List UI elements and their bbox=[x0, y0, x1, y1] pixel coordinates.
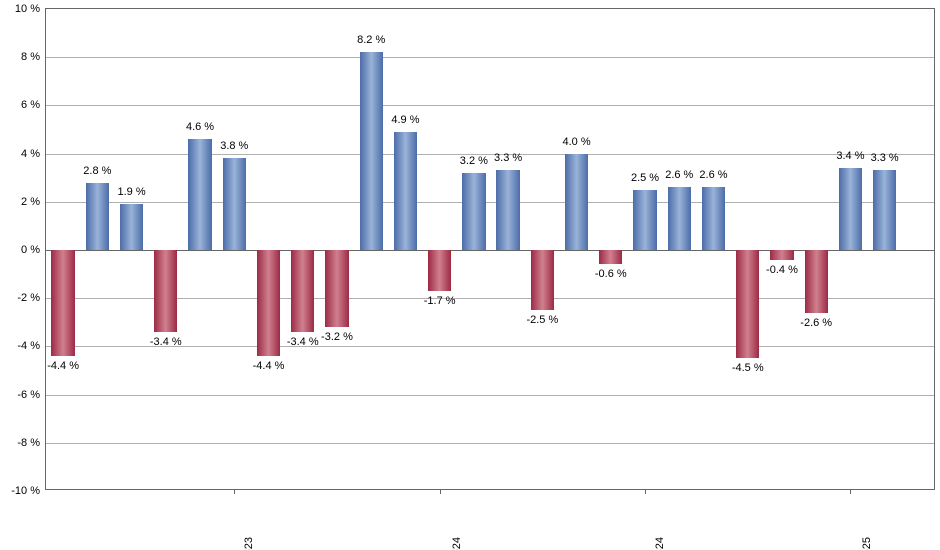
bar bbox=[770, 250, 793, 260]
x-tick-label: Jul-23 bbox=[243, 537, 255, 550]
bar bbox=[805, 250, 828, 313]
bar-value-label: -4.4 % bbox=[253, 360, 285, 372]
bar bbox=[496, 170, 519, 250]
bar-value-label: 2.8 % bbox=[83, 165, 111, 177]
bar-value-label: 4.6 % bbox=[186, 121, 214, 133]
x-tick-mark bbox=[645, 489, 646, 494]
bar-value-label: 3.3 % bbox=[494, 152, 522, 164]
x-tick-label: Jan-24 bbox=[450, 537, 462, 550]
bar bbox=[702, 187, 725, 250]
percent-change-bar-chart: -10 % -8 % -6 % -4 % -2 % 0 % 2 % 4 % 6 % 8 % 10 %… bbox=[0, 0, 940, 550]
bar-value-label: 4.9 % bbox=[391, 114, 419, 126]
x-tick-label: Jan-25 bbox=[861, 537, 873, 550]
bar-value-label: 3.8 % bbox=[220, 140, 248, 152]
bar-value-label: -3.2 % bbox=[321, 331, 353, 343]
bar-value-label: 2.6 % bbox=[699, 169, 727, 181]
y-tick-label: 4 % bbox=[21, 148, 46, 160]
bar-value-label: 4.0 % bbox=[562, 136, 590, 148]
bar bbox=[154, 250, 177, 332]
bar-value-label: 2.6 % bbox=[665, 169, 693, 181]
gridline bbox=[46, 443, 934, 444]
bar bbox=[633, 190, 656, 250]
bar-value-label: 3.2 % bbox=[460, 155, 488, 167]
bar bbox=[325, 250, 348, 327]
bar bbox=[428, 250, 451, 291]
bar-value-label: 2.5 % bbox=[631, 172, 659, 184]
x-tick-mark bbox=[234, 489, 235, 494]
bar bbox=[120, 204, 143, 250]
bar-value-label: -1.7 % bbox=[424, 295, 456, 307]
bar bbox=[394, 132, 417, 250]
gridline bbox=[46, 154, 934, 155]
bar-value-label: -4.4 % bbox=[47, 360, 79, 372]
bar bbox=[51, 250, 74, 356]
bar bbox=[360, 52, 383, 250]
gridline bbox=[46, 298, 934, 299]
bar-value-label: 3.3 % bbox=[871, 152, 899, 164]
x-tick-mark bbox=[850, 489, 851, 494]
x-tick-label: Jul-24 bbox=[654, 537, 666, 550]
bar bbox=[257, 250, 280, 356]
gridline bbox=[46, 395, 934, 396]
bar bbox=[565, 154, 588, 250]
bar-value-label: -0.4 % bbox=[766, 264, 798, 276]
y-tick-label: -2 % bbox=[17, 292, 46, 304]
y-tick-label: -4 % bbox=[17, 340, 46, 352]
bar-value-label: -2.6 % bbox=[800, 317, 832, 329]
bar-value-label: -3.4 % bbox=[287, 336, 319, 348]
bar bbox=[736, 250, 759, 358]
bar bbox=[86, 183, 109, 250]
y-tick-label: 10 % bbox=[15, 3, 46, 15]
y-tick-label: -10 % bbox=[11, 485, 46, 497]
bar bbox=[839, 168, 862, 250]
bar bbox=[462, 173, 485, 250]
bar bbox=[668, 187, 691, 250]
bar bbox=[599, 250, 622, 264]
y-tick-label: 2 % bbox=[21, 196, 46, 208]
y-tick-label: 6 % bbox=[21, 99, 46, 111]
x-tick-mark bbox=[440, 489, 441, 494]
bar-value-label: 8.2 % bbox=[357, 34, 385, 46]
y-tick-label: 8 % bbox=[21, 51, 46, 63]
gridline bbox=[46, 202, 934, 203]
bar-value-label: -0.6 % bbox=[595, 268, 627, 280]
bar-value-label: 1.9 % bbox=[117, 186, 145, 198]
gridline bbox=[46, 57, 934, 58]
bar bbox=[223, 158, 246, 250]
y-tick-label: -8 % bbox=[17, 437, 46, 449]
bar bbox=[291, 250, 314, 332]
y-tick-label: 0 % bbox=[21, 244, 46, 256]
plot-area: -10 %-8 %-6 %-4 %-2 %0 %2 %4 %6 %8 %10 %… bbox=[45, 8, 935, 490]
gridline bbox=[46, 105, 934, 106]
bar-value-label: -2.5 % bbox=[526, 314, 558, 326]
bar bbox=[188, 139, 211, 250]
bar-value-label: 3.4 % bbox=[836, 150, 864, 162]
gridline bbox=[46, 250, 934, 251]
bar bbox=[531, 250, 554, 310]
bar bbox=[873, 170, 896, 250]
bar-value-label: -4.5 % bbox=[732, 362, 764, 374]
bar-value-label: -3.4 % bbox=[150, 336, 182, 348]
y-tick-label: -6 % bbox=[17, 389, 46, 401]
